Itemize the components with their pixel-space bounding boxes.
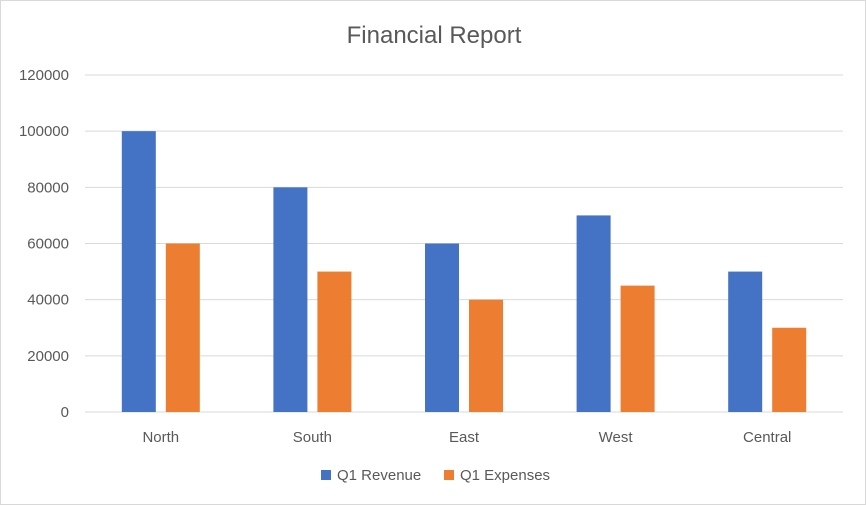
bar-revenue-east <box>425 243 459 412</box>
chart-title: Financial Report <box>347 22 522 49</box>
y-tick-label: 40000 <box>27 292 69 309</box>
bar-expenses-east <box>469 299 503 412</box>
y-tick-label: 20000 <box>27 348 69 365</box>
legend: Q1 Revenue Q1 Expenses <box>321 467 550 484</box>
x-tick-label: East <box>449 429 480 446</box>
y-tick-label: 0 <box>61 404 69 421</box>
legend-label: Q1 Revenue <box>337 467 421 484</box>
bar-revenue-west <box>576 215 611 412</box>
bar-revenue-south <box>273 187 308 412</box>
y-tick-label: 80000 <box>27 179 69 196</box>
legend-swatch <box>321 470 331 480</box>
legend-swatch <box>444 470 454 480</box>
bar-expenses-north <box>165 243 200 412</box>
x-tick-label: North <box>142 429 179 446</box>
gridlines <box>85 74 843 413</box>
bars <box>121 131 807 412</box>
x-tick-label: South <box>293 429 332 446</box>
x-tick-label: Central <box>743 429 791 446</box>
bar-expenses-west <box>620 285 655 412</box>
bar-revenue-central <box>728 271 763 412</box>
y-tick-label: 60000 <box>27 236 69 253</box>
bar-revenue-north <box>121 131 156 412</box>
bar-expenses-south <box>317 271 352 412</box>
x-axis-labels: North South East West Central <box>142 429 791 446</box>
legend-label: Q1 Expenses <box>460 467 550 484</box>
y-tick-label: 100000 <box>19 123 69 140</box>
y-tick-label: 120000 <box>19 67 69 84</box>
y-axis-labels: 0 20000 40000 60000 80000 100000 120000 <box>19 67 69 421</box>
bar-expenses-central <box>772 327 807 412</box>
x-tick-label: West <box>599 429 634 446</box>
